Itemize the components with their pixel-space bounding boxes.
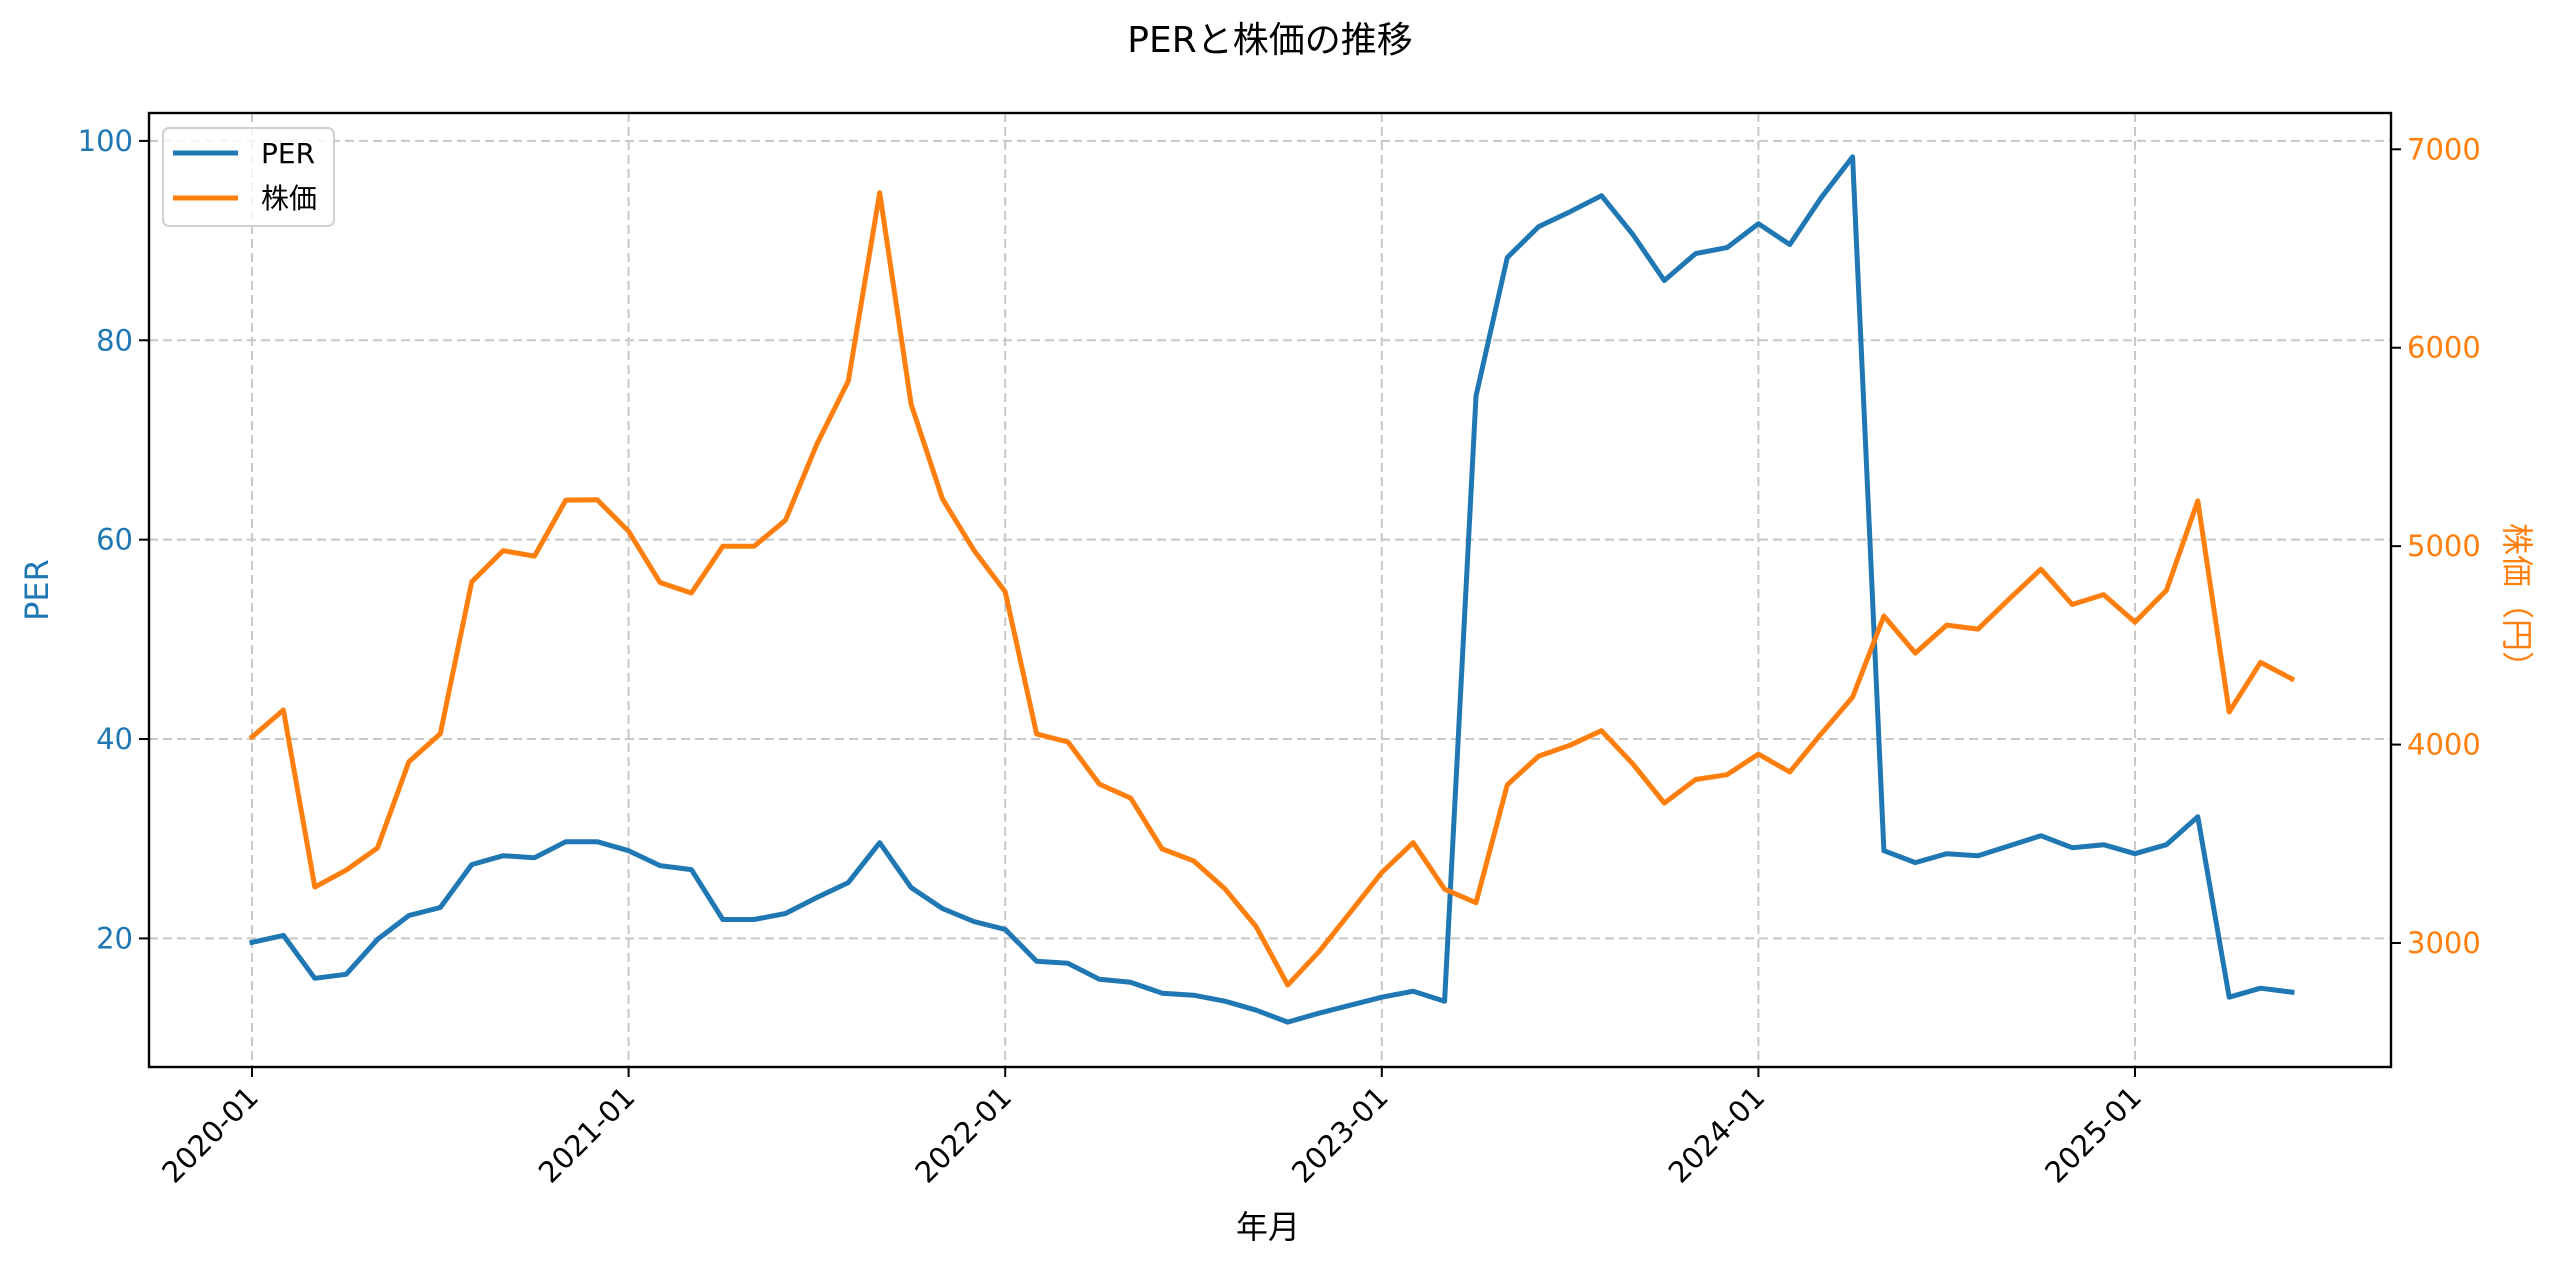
chart-title: PERと株価の推移 xyxy=(1127,20,1412,61)
legend: PER 株価 xyxy=(162,127,335,227)
right-tick-label: 5000 xyxy=(2407,529,2481,563)
right-tick-label: 4000 xyxy=(2407,728,2481,762)
legend-label-price: 株価 xyxy=(261,182,317,215)
price-line xyxy=(248,190,2296,988)
left-tick-label: 20 xyxy=(96,921,133,955)
x-axis-label: 年月 xyxy=(1236,1208,1300,1246)
plot-frame xyxy=(147,111,2393,1069)
y-axis-label-per: PER xyxy=(18,559,56,621)
left-tick-label: 100 xyxy=(78,124,133,158)
per-line xyxy=(249,154,2295,1025)
left-tick-label: 40 xyxy=(96,722,133,756)
left-y-axis: 20 40 60 80 100 xyxy=(78,124,149,955)
right-tick-label: 6000 xyxy=(2407,331,2481,365)
legend-label-per: PER xyxy=(261,137,315,170)
right-tick-label: 7000 xyxy=(2407,132,2481,166)
y-axis-label-price: 株価（円） xyxy=(2498,523,2536,683)
right-y-axis: 3000 4000 5000 6000 7000 xyxy=(2391,132,2481,960)
left-tick-label: 80 xyxy=(96,323,133,357)
right-tick-label: 3000 xyxy=(2407,926,2481,960)
left-tick-label: 60 xyxy=(96,523,133,557)
plot-series xyxy=(248,154,2296,1025)
